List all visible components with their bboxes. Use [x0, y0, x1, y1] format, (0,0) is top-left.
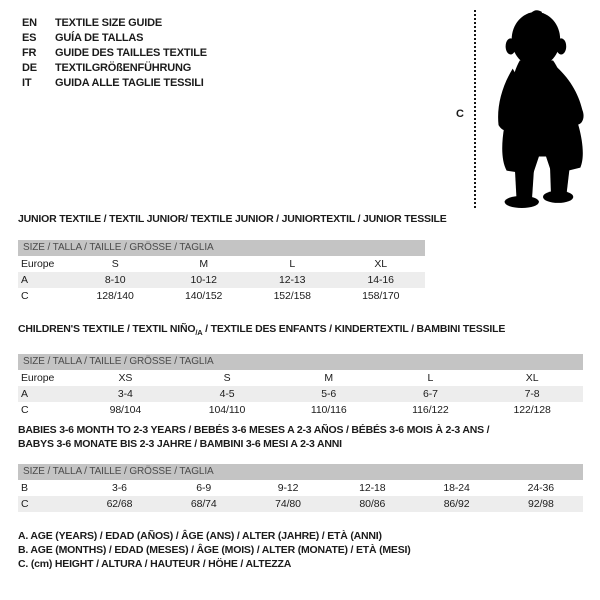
- cell: M: [324, 372, 334, 385]
- cell: Europe: [21, 372, 55, 385]
- language-code: IT: [22, 77, 32, 89]
- language-code: EN: [22, 17, 37, 29]
- language-code: DE: [22, 62, 37, 74]
- cell: 128/140: [96, 290, 134, 302]
- cell: C: [21, 498, 29, 510]
- junior-size-table: Europe S M L XL A 8-10 10-12 12-13 14-16…: [18, 256, 425, 304]
- cell: 7-8: [524, 388, 540, 401]
- cell: 5-6: [321, 388, 337, 401]
- language-title: TEXTILE SIZE GUIDE: [55, 17, 163, 29]
- cell: 9-12: [277, 482, 299, 494]
- cell: 14-16: [367, 274, 394, 286]
- note-height-cm: C. (cm) HEIGHT / ALTURA / HAUTEUR / HÖHE…: [18, 558, 292, 570]
- language-row-it: IT GUIDA ALLE TAGLIE TESSILI: [22, 76, 207, 91]
- cell: 68/74: [190, 498, 217, 510]
- baby-silhouette: [498, 10, 584, 208]
- section-title-children: CHILDREN'S TEXTILE / TEXTIL NIÑO/A / TEX…: [18, 323, 583, 339]
- cell: 80/86: [359, 498, 386, 510]
- language-row-es: ES GUÍA DE TALLAS: [22, 31, 207, 46]
- language-row-en: EN TEXTILE SIZE GUIDE: [22, 16, 207, 31]
- cell: 86/92: [443, 498, 470, 510]
- cell: XS: [118, 372, 133, 385]
- height-dotted-line: [474, 10, 476, 208]
- cell: S: [223, 372, 231, 385]
- table-row-months: B 3-6 6-9 9-12 12-18 18-24 24-36: [18, 480, 583, 496]
- size-header-bar: SIZE / TALLA / TAILLE / GRÖSSE / TAGLIA: [18, 464, 583, 480]
- cell: C: [21, 404, 29, 417]
- cell: L: [289, 258, 296, 270]
- table-row-header: Europe XS S M L XL: [18, 370, 583, 386]
- language-title: TEXTILGRÖßENFÜHRUNG: [55, 62, 192, 74]
- cell: 18-24: [443, 482, 470, 494]
- cell: 4-5: [219, 388, 235, 401]
- cell: 74/80: [275, 498, 301, 510]
- language-title: GUIDA ALLE TAGLIE TESSILI: [55, 77, 204, 89]
- cell: 62/68: [106, 498, 133, 510]
- cell: C: [21, 290, 29, 302]
- cell: 6-9: [196, 482, 212, 494]
- title-line-1: BABIES 3-6 MONTH TO 2-3 YEARS / BEBÉS 3-…: [18, 424, 490, 436]
- cell: A: [21, 388, 28, 401]
- cell: A: [21, 274, 28, 286]
- baby-figure: C: [448, 6, 598, 212]
- section-title-junior: JUNIOR TEXTILE / TEXTIL JUNIOR/ TEXTILE …: [18, 213, 447, 225]
- table-row-header: Europe S M L XL: [18, 256, 425, 272]
- size-header-bar: SIZE / TALLA / TAILLE / GRÖSSE / TAGLIA: [18, 354, 583, 371]
- language-row-de: DE TEXTILGRÖßENFÜHRUNG: [22, 61, 207, 76]
- size-header-bar: SIZE / TALLA / TAILLE / GRÖSSE / TAGLIA: [18, 240, 425, 256]
- title-text: CHILDREN'S TEXTILE / TEXTIL NIÑO: [18, 323, 196, 335]
- cell: 104/110: [208, 404, 246, 417]
- cell: 98/104: [109, 404, 142, 417]
- cell: 122/128: [513, 404, 551, 417]
- cell: B: [21, 482, 28, 494]
- cell: 6-7: [422, 388, 438, 401]
- cell: 116/122: [412, 404, 449, 417]
- language-code: FR: [22, 47, 37, 59]
- babies-size-table: B 3-6 6-9 9-12 12-18 18-24 24-36 C 62/68…: [18, 480, 583, 512]
- note-age-months: B. AGE (MONTHS) / EDAD (MESES) / ÂGE (MO…: [18, 544, 411, 556]
- cell: S: [111, 258, 119, 270]
- language-row-fr: FR GUIDE DES TAILLES TEXTILE: [22, 46, 207, 61]
- table-row-height: C 128/140 140/152 152/158 158/170: [18, 288, 425, 304]
- language-code: ES: [22, 32, 37, 44]
- cell: 12-18: [359, 482, 386, 494]
- cell: 10-12: [190, 274, 217, 286]
- section-children: CHILDREN'S TEXTILE / TEXTIL NIÑO/A / TEX…: [18, 323, 583, 418]
- language-title-list: EN TEXTILE SIZE GUIDE ES GUÍA DE TALLAS …: [22, 16, 207, 91]
- cell: 3-4: [117, 388, 133, 401]
- section-title-babies: BABIES 3-6 MONTH TO 2-3 YEARS / BEBÉS 3-…: [18, 423, 583, 451]
- cell: XL: [374, 258, 388, 270]
- cell: 110/116: [310, 404, 347, 417]
- note-age-years: A. AGE (YEARS) / EDAD (AÑOS) / ÂGE (ANS)…: [18, 530, 382, 542]
- cell: L: [427, 372, 434, 385]
- language-title: GUIDE DES TAILLES TEXTILE: [55, 47, 207, 59]
- legend-notes: A. AGE (YEARS) / EDAD (AÑOS) / ÂGE (ANS)…: [18, 529, 411, 571]
- cell: 8-10: [104, 274, 126, 286]
- language-title: GUÍA DE TALLAS: [55, 32, 144, 44]
- table-row-height: C 98/104 104/110 110/116 116/122 122/128: [18, 402, 583, 418]
- table-row-age: A 8-10 10-12 12-13 14-16: [18, 272, 425, 288]
- cell: 12-13: [279, 274, 306, 286]
- cell: M: [199, 258, 208, 270]
- title-text: / TEXTILE DES ENFANTS / KINDERTEXTIL / B…: [202, 323, 506, 335]
- cell: 24-36: [527, 482, 555, 494]
- cell: 152/158: [273, 290, 311, 302]
- cell: XL: [525, 372, 539, 385]
- cell: 3-6: [112, 482, 127, 494]
- section-junior: JUNIOR TEXTILE / TEXTIL JUNIOR/ TEXTILE …: [18, 213, 447, 304]
- title-subscript: /A: [195, 328, 203, 338]
- cell: 158/170: [362, 290, 400, 302]
- cell: 140/152: [185, 290, 223, 302]
- children-size-table: Europe XS S M L XL A 3-4 4-5 5-6 6-7 7-8…: [18, 370, 583, 418]
- cell: 92/98: [527, 498, 554, 510]
- height-marker-label: C: [456, 108, 464, 120]
- section-babies: BABIES 3-6 MONTH TO 2-3 YEARS / BEBÉS 3-…: [18, 423, 583, 512]
- table-row-height: C 62/68 68/74 74/80 80/86 86/92 92/98: [18, 496, 583, 512]
- cell: Europe: [21, 258, 55, 270]
- table-row-age: A 3-4 4-5 5-6 6-7 7-8: [18, 386, 583, 403]
- title-line-2: BABYS 3-6 MONATE BIS 2-3 JAHRE / BAMBINI…: [18, 438, 342, 450]
